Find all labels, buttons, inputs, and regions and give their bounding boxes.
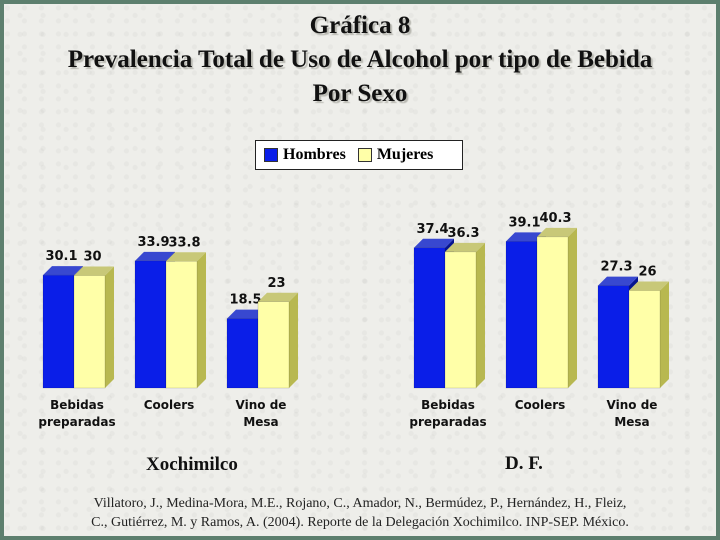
bar-xochimilco-coolers-mujeres-top bbox=[166, 252, 206, 262]
legend-swatch-hombres bbox=[264, 148, 278, 162]
group-label-df: D. F. bbox=[505, 453, 543, 474]
bar-df-coolers-hombres-top bbox=[506, 232, 546, 242]
category-label-df-vino-de-mesa-line-2: Mesa bbox=[614, 415, 649, 429]
citation-line-1: Villatoro, J., Medina-Mora, M.E., Rojano… bbox=[93, 496, 627, 511]
bar-df-vino-de-mesa-mujeres-side bbox=[660, 281, 669, 388]
bar-df-bebidas-preparadas-mujeres-side bbox=[476, 242, 485, 388]
chart-title-line-2: Prevalencia Total de Uso de Alcohol por … bbox=[67, 46, 653, 73]
bar-xochimilco-bebidas-preparadas-hombres bbox=[42, 274, 75, 389]
bar-xochimilco-coolers-hombres bbox=[134, 260, 167, 389]
bar-df-vino-de-mesa-hombres bbox=[597, 285, 630, 389]
legend: Hombres Mujeres bbox=[255, 140, 463, 170]
bar-xochimilco-vino-de-mesa-mujeres bbox=[257, 301, 290, 389]
group-label-xochimilco: Xochimilco bbox=[146, 454, 238, 475]
bar-xochimilco-vino-de-mesa-mujeres-side bbox=[289, 292, 298, 388]
category-label-df-bebidas-preparadas-line-2: preparadas bbox=[409, 415, 486, 429]
bar-df-coolers-mujeres-top bbox=[537, 227, 577, 237]
category-label-xochimilco-vino-de-mesa-line-1: Vino de bbox=[236, 398, 287, 412]
bar-df-coolers-mujeres-side bbox=[568, 227, 577, 388]
bar-df-bebidas-preparadas-mujeres-top bbox=[445, 242, 485, 252]
bar-xochimilco-bebidas-preparadas-hombres-value-label: 30.1 bbox=[45, 249, 77, 264]
bar-xochimilco-coolers-mujeres bbox=[165, 261, 198, 389]
category-label-xochimilco-bebidas-preparadas-line-1: Bebidas bbox=[50, 398, 104, 412]
bar-xochimilco-bebidas-preparadas-mujeres bbox=[73, 275, 106, 389]
category-label-xochimilco-bebidas-preparadas-line-2: preparadas bbox=[38, 415, 115, 429]
bar-xochimilco-coolers-mujeres-value-label: 33.8 bbox=[168, 235, 200, 250]
citation-line-2: C., Gutiérrez, M. y Ramos, A. (2004). Re… bbox=[91, 515, 629, 530]
bar-df-vino-de-mesa-hombres-top bbox=[598, 276, 638, 286]
legend-swatch-mujeres bbox=[357, 148, 372, 162]
chart-title-line-3: Por Sexo bbox=[312, 80, 408, 107]
bar-df-bebidas-preparadas-mujeres bbox=[444, 251, 477, 389]
legend-label-mujeres: Mujeres bbox=[376, 146, 434, 163]
bar-xochimilco-coolers-hombres-value-label: 33.9 bbox=[137, 235, 169, 250]
category-label-xochimilco-vino-de-mesa-line-2: Mesa bbox=[243, 415, 278, 429]
citation: Villatoro, J., Medina-Mora, M.E., Rojano… bbox=[0, 494, 720, 532]
bar-xochimilco-bebidas-preparadas-mujeres-top bbox=[74, 266, 114, 276]
bar-xochimilco-coolers-mujeres-side bbox=[197, 252, 206, 388]
bar-df-bebidas-preparadas-hombres-value-label: 37.4 bbox=[416, 222, 448, 237]
category-label-df-coolers: Coolers bbox=[515, 398, 566, 412]
bar-df-coolers-hombres-value-label: 39.1 bbox=[508, 215, 540, 230]
bar-df-vino-de-mesa-hombres-value-label: 27.3 bbox=[600, 260, 632, 275]
bar-xochimilco-vino-de-mesa-mujeres-top bbox=[258, 292, 298, 302]
bar-xochimilco-bebidas-preparadas-mujeres-side bbox=[105, 266, 114, 388]
bar-df-bebidas-preparadas-hombres bbox=[413, 247, 446, 389]
category-label-df-vino-de-mesa-line-1: Vino de bbox=[607, 398, 658, 412]
bar-df-coolers-mujeres bbox=[536, 236, 569, 389]
bar-xochimilco-bebidas-preparadas-hombres-top bbox=[43, 266, 83, 276]
bar-df-vino-de-mesa-mujeres bbox=[628, 290, 661, 389]
bar-df-coolers-hombres bbox=[505, 241, 538, 389]
bar-xochimilco-bebidas-preparadas-mujeres-value-label: 30 bbox=[83, 250, 101, 265]
bar-df-vino-de-mesa-mujeres-top bbox=[629, 281, 669, 291]
category-label-df-bebidas-preparadas-line-1: Bebidas bbox=[421, 398, 475, 412]
legend-item-hombres: Hombres bbox=[264, 146, 346, 164]
chart-title-line-1: Gráfica 8 bbox=[309, 12, 411, 39]
legend-label-hombres: Hombres bbox=[283, 146, 346, 163]
legend-item-mujeres: Mujeres bbox=[357, 146, 434, 164]
bar-xochimilco-vino-de-mesa-hombres-top bbox=[227, 309, 267, 319]
bar-df-bebidas-preparadas-hombres-top bbox=[414, 238, 454, 248]
bar-df-bebidas-preparadas-mujeres-value-label: 36.3 bbox=[447, 226, 479, 241]
category-label-xochimilco-coolers: Coolers bbox=[144, 398, 195, 412]
bar-xochimilco-vino-de-mesa-hombres-value-label: 18.5 bbox=[229, 293, 261, 308]
bar-xochimilco-coolers-hombres-top bbox=[135, 251, 175, 261]
bar-df-vino-de-mesa-mujeres-value-label: 26 bbox=[638, 265, 656, 280]
bar-xochimilco-vino-de-mesa-mujeres-value-label: 23 bbox=[267, 276, 285, 291]
bar-df-coolers-mujeres-value-label: 40.3 bbox=[539, 211, 571, 226]
bar-xochimilco-vino-de-mesa-hombres bbox=[226, 318, 259, 389]
